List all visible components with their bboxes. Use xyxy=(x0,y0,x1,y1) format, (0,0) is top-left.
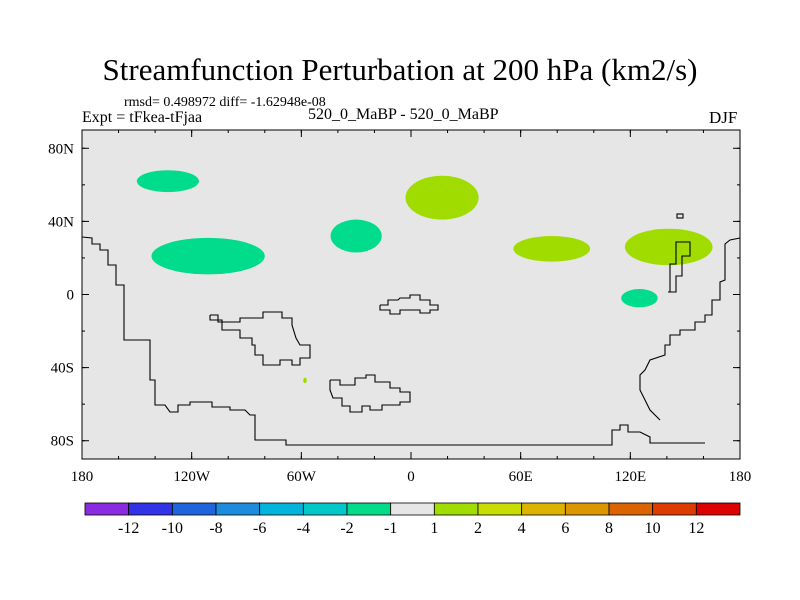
colorbar-swatch xyxy=(652,502,697,516)
colorbar-swatch xyxy=(390,502,435,516)
coastline-eurasia xyxy=(639,237,741,421)
stats-line: rmsd= 0.498972 diff= -1.62948e-08 xyxy=(124,95,326,110)
colorbar-swatch xyxy=(433,502,479,516)
colorbar-label: 8 xyxy=(605,520,613,537)
coastline-africa xyxy=(209,311,311,366)
chart-title: Streamfunction Perturbation at 200 hPa (… xyxy=(102,52,698,87)
colorbar-label: 12 xyxy=(688,520,704,537)
colorbar-swatch xyxy=(259,502,304,516)
colorbar-swatch xyxy=(215,502,261,516)
colorbar-label: -2 xyxy=(340,520,353,537)
colorbar-swatch xyxy=(564,502,610,516)
contour-region-7 xyxy=(303,377,307,384)
y-tick-label: 40N xyxy=(48,214,74,230)
contour-region-4 xyxy=(405,175,479,220)
colorbar-swatch xyxy=(171,502,217,516)
coastline-indo xyxy=(379,294,439,315)
contour-region-2 xyxy=(330,219,382,253)
contour-region-0 xyxy=(136,170,199,193)
colorbar-label: -8 xyxy=(209,520,222,537)
colorbar-label: 6 xyxy=(561,520,569,537)
colorbar-label: -10 xyxy=(162,520,183,537)
colorbar-swatch xyxy=(128,502,173,516)
colorbar-swatch xyxy=(346,502,392,516)
x-tick-label: 60W xyxy=(287,469,317,485)
colorbar-swatch xyxy=(477,502,523,516)
contour-region-6 xyxy=(624,228,713,266)
colorbar: -12 -10 -8 -6 -4 -2 -1 1 2 4 6 8 10 12 xyxy=(84,502,741,537)
coastline-japan xyxy=(668,241,691,293)
colorbar-swatch xyxy=(84,502,130,516)
contour-region-1 xyxy=(151,237,265,275)
x-tick-label: 120W xyxy=(173,469,211,485)
colorbar-label: 2 xyxy=(474,520,482,537)
x-tick-label: 180 xyxy=(71,469,94,485)
colorbar-label: 10 xyxy=(645,520,661,537)
colorbar-swatch xyxy=(608,502,654,516)
colorbar-label: 1 xyxy=(430,520,438,537)
colorbar-label: -6 xyxy=(253,520,266,537)
contour-region-3 xyxy=(621,289,658,308)
contour-region-5 xyxy=(513,236,591,262)
y-tick-label: 0 xyxy=(67,288,75,304)
colorbar-label: -1 xyxy=(384,520,397,537)
case-label: 520_0_MaBP - 520_0_MaBP xyxy=(308,106,499,123)
x-tick-label: 0 xyxy=(407,469,415,485)
season-label: DJF xyxy=(709,108,738,127)
x-tick-label: 60E xyxy=(509,469,533,485)
contour-regions xyxy=(136,170,713,384)
x-axis: 180 120W 60W 0 60E 120E 180 xyxy=(71,130,752,485)
y-tick-label: 80N xyxy=(48,141,74,157)
colorbar-label: 4 xyxy=(518,520,526,537)
colorbar-swatch xyxy=(695,502,741,516)
x-tick-label: 120E xyxy=(614,469,646,485)
y-tick-label: 80S xyxy=(51,434,74,450)
x-tick-label: 180 xyxy=(729,469,752,485)
coastline-americas xyxy=(81,236,705,446)
experiment-label: Expt = tFkea-tFjaa xyxy=(82,109,203,126)
colorbar-swatch xyxy=(521,502,566,516)
y-axis: 80N 40N 0 40S 80S xyxy=(48,141,740,450)
colorbar-swatch xyxy=(302,502,348,516)
y-tick-label: 40S xyxy=(51,361,74,377)
coastline-island xyxy=(676,213,684,219)
coastline-australia xyxy=(329,374,411,413)
colorbar-label: -12 xyxy=(118,520,139,537)
coastlines xyxy=(81,213,741,446)
colorbar-label: -4 xyxy=(297,520,310,537)
